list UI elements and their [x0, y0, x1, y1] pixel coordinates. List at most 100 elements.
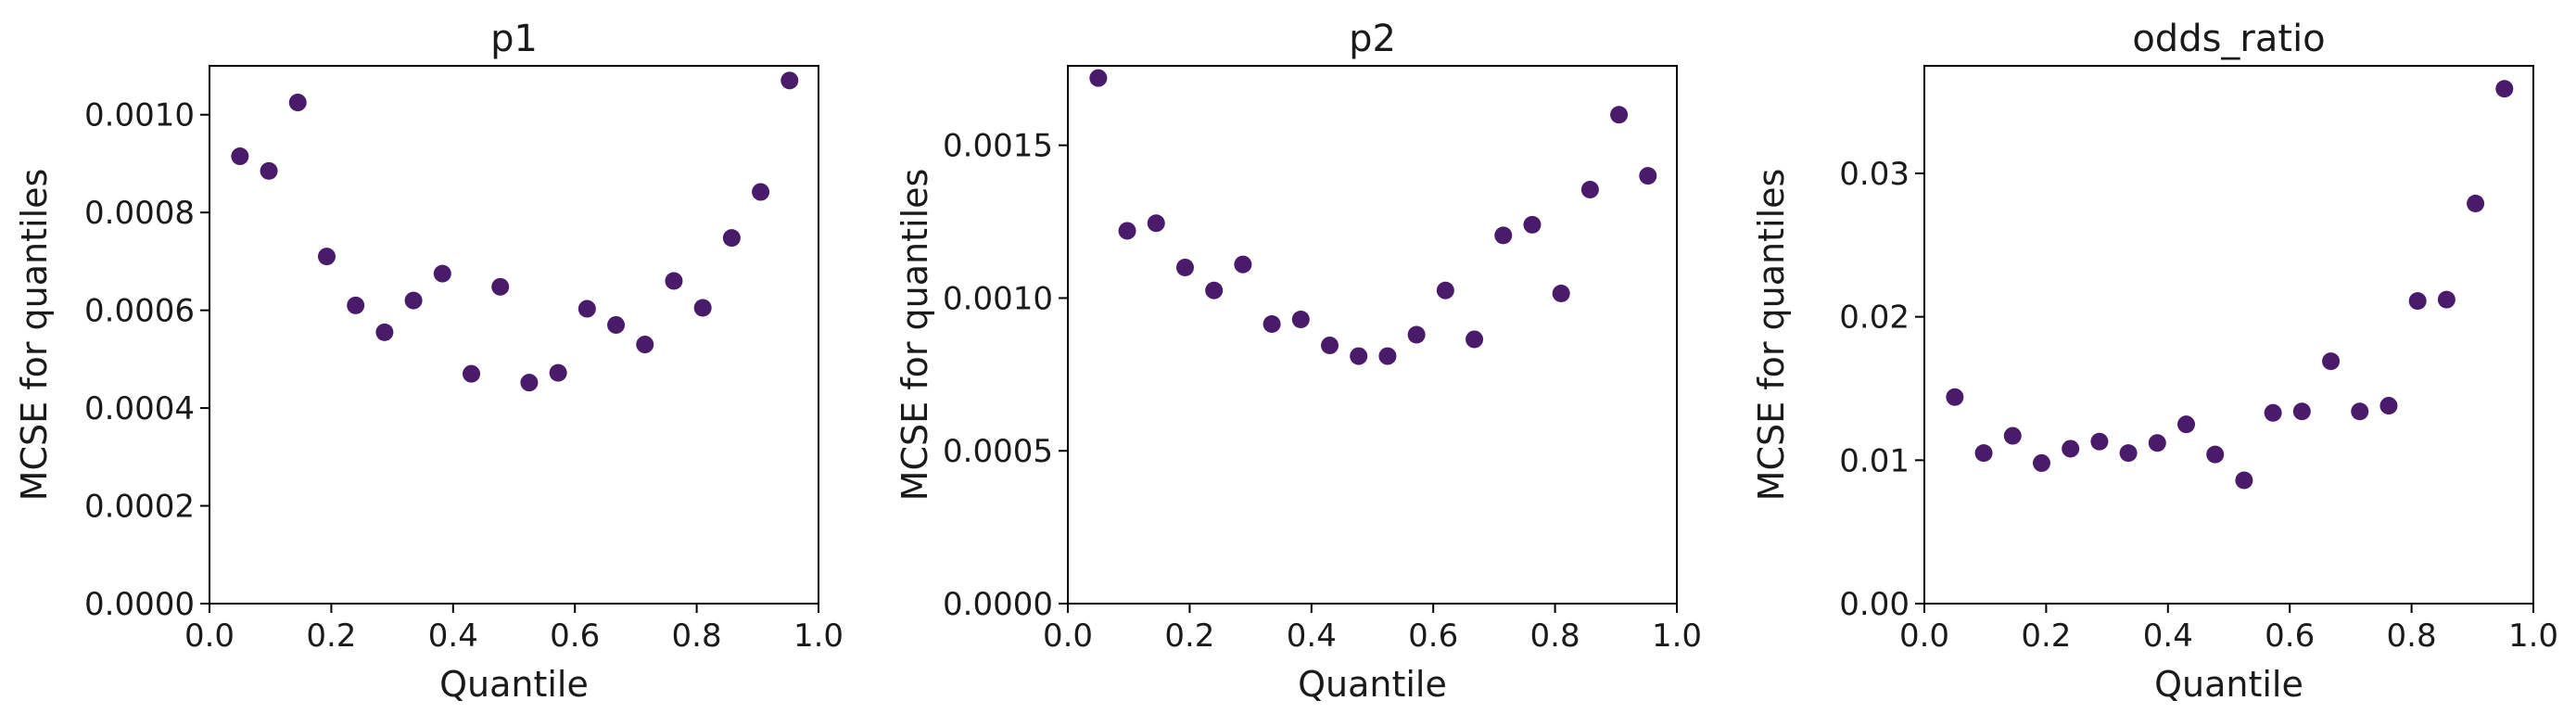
x-tick-label: 0.4 [428, 618, 478, 655]
data-point [1974, 444, 1993, 463]
data-point [2467, 194, 2485, 212]
x-axis-label: Quantile [439, 664, 589, 705]
y-tick-label: 0.0000 [943, 586, 1053, 623]
y-axis-label: MCSE for quantiles [895, 169, 935, 502]
data-point [404, 291, 423, 310]
x-tick-label: 0.2 [2021, 618, 2071, 655]
data-point [2264, 403, 2282, 422]
data-point [577, 299, 596, 318]
y-tick-label: 0.01 [1839, 442, 1910, 479]
data-point [780, 71, 799, 90]
data-point [752, 183, 770, 201]
x-tick-label: 0.8 [672, 618, 722, 655]
data-point [1378, 347, 1397, 365]
data-point [2177, 415, 2196, 434]
data-point [1205, 281, 1224, 299]
data-point [2148, 434, 2166, 452]
data-point [375, 323, 394, 341]
data-point [231, 147, 249, 166]
plot-frame [209, 65, 819, 605]
data-point [1523, 215, 1542, 234]
data-point [665, 272, 683, 290]
chart-title: odds_ratio [2132, 18, 2325, 60]
data-point [2003, 427, 2022, 445]
x-tick-label: 0.6 [2265, 618, 2315, 655]
data-point [693, 299, 712, 317]
chart-title: p1 [490, 18, 538, 60]
plot-frame [1923, 65, 2534, 605]
data-point [1118, 222, 1136, 240]
plot-frame [1067, 65, 1678, 605]
y-tick-label: 0.03 [1839, 156, 1910, 193]
data-point [607, 315, 626, 334]
x-tick-label: 1.0 [793, 618, 844, 655]
data-point [1089, 69, 1108, 87]
chart-panel-1: p1 0.0 0.2 0.4 0.6 0.8 1.0 0.0000 0.0002 0.0004 0.… [14, 18, 844, 705]
y-axis-label: MCSE for quantiles [1751, 169, 1792, 502]
data-point [260, 161, 278, 180]
data-point [1466, 330, 1484, 349]
y-tick-label: 0.0008 [84, 195, 195, 232]
data-point [1350, 347, 1368, 365]
chart-title: p2 [1349, 18, 1396, 60]
data-point [2495, 80, 2514, 98]
y-tick-label: 0.0010 [84, 97, 195, 134]
data-point [347, 296, 365, 314]
data-point [2292, 402, 2311, 421]
chart-panel-3: odds_ratio 0.0 0.2 0.4 0.6 0.8 1.0 0.00 0.01 0.02… [1751, 18, 2558, 705]
data-point [2322, 352, 2341, 371]
y-tick-label: 0.02 [1839, 299, 1910, 337]
y-tick-label: 0.0005 [943, 433, 1053, 470]
y-tick-label: 0.0015 [943, 128, 1053, 165]
x-axis-label: Quantile [2154, 664, 2303, 705]
data-point [2351, 402, 2369, 421]
x-tick-label: 0.2 [1164, 618, 1214, 655]
x-tick-label: 1.0 [1652, 618, 1702, 655]
data-point [636, 336, 654, 354]
data-point [520, 374, 539, 392]
x-tick-label: 1.0 [2508, 618, 2558, 655]
data-point [1580, 180, 1599, 198]
data-point [549, 363, 567, 382]
x-tick-label: 0.6 [550, 618, 600, 655]
data-point [2032, 453, 2050, 472]
data-point [1610, 106, 1629, 124]
data-point [1147, 214, 1165, 233]
data-point [2235, 471, 2253, 490]
data-point [2206, 445, 2225, 464]
data-point [1291, 311, 1310, 329]
y-tick-label: 0.0004 [84, 390, 195, 427]
data-point [1407, 325, 1426, 344]
data-point [722, 229, 741, 248]
x-tick-label: 0.0 [184, 618, 235, 655]
x-tick-label: 0.2 [306, 618, 356, 655]
x-axis-label: Quantile [1298, 664, 1447, 705]
data-point [1494, 226, 1513, 245]
data-point [491, 277, 510, 296]
data-point [2119, 444, 2138, 463]
data-point [1946, 388, 1964, 406]
x-tick-label: 0.4 [1287, 618, 1337, 655]
data-point [1321, 337, 1339, 355]
data-point [1639, 167, 1657, 185]
y-tick-label: 0.0010 [943, 280, 1053, 317]
y-tick-label: 0.0006 [84, 293, 195, 330]
data-point [1436, 281, 1454, 299]
data-point [2379, 397, 2398, 415]
data-point [2408, 292, 2427, 311]
data-point [463, 364, 481, 383]
chart-panel-2: p2 0.0 0.2 0.4 0.6 0.8 1.0 0.0000 0.0005 0.0010 0.… [895, 18, 1702, 705]
x-tick-label: 0.8 [1530, 618, 1580, 655]
y-tick-label: 0.0002 [84, 489, 195, 526]
y-tick-label: 0.00 [1839, 586, 1910, 623]
x-tick-label: 0.6 [1408, 618, 1458, 655]
x-tick-label: 0.0 [1043, 618, 1093, 655]
data-point [2437, 290, 2455, 309]
data-point [1175, 259, 1194, 276]
data-point [433, 264, 451, 283]
x-tick-label: 0.8 [2387, 618, 2437, 655]
data-point [1552, 285, 1570, 303]
x-tick-label: 0.4 [2143, 618, 2193, 655]
